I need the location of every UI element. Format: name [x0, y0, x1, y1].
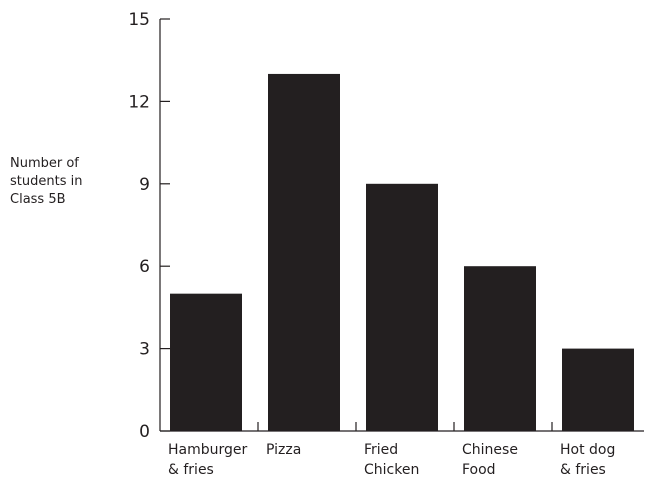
y-axis-label-line-2: students in	[10, 174, 83, 189]
bar-2	[366, 183, 438, 431]
y-tick-label-4: 12	[128, 92, 150, 112]
y-tick-label-5: 15	[128, 10, 150, 30]
y-axis-label-line-3: Class 5B	[10, 192, 66, 207]
y-tick-label-1: 3	[139, 340, 150, 360]
bar-4	[562, 348, 634, 431]
axes-group	[159, 18, 644, 432]
x-category-label-0-line-1: & fries	[168, 462, 214, 478]
y-axis-label: Number of students in Class 5B	[10, 155, 110, 209]
x-category-label-3-line-0: Chinese	[462, 442, 518, 458]
labels-group: 0 3 6 9 12 15 Hamburger & fries Pizza Fried Chicke…	[128, 10, 615, 478]
bar-0	[170, 293, 242, 431]
x-category-label-2-line-1: Chicken	[364, 462, 419, 478]
y-tick-label-3: 9	[139, 175, 150, 195]
x-category-label-1-line-0: Pizza	[266, 442, 301, 458]
y-axis-label-line-1: Number of	[10, 156, 79, 171]
x-category-label-2-line-0: Fried	[364, 442, 398, 458]
x-category-label-4-line-0: Hot dog	[560, 442, 615, 458]
x-category-label-0-line-0: Hamburger	[168, 442, 248, 458]
bar-1	[268, 73, 340, 431]
y-tick-label-0: 0	[139, 422, 150, 442]
x-category-label-4-line-1: & fries	[560, 462, 606, 478]
y-tick-label-2: 6	[139, 257, 150, 277]
x-category-label-3-line-1: Food	[462, 462, 496, 478]
bars-group	[170, 73, 634, 431]
bar-3	[464, 266, 536, 431]
